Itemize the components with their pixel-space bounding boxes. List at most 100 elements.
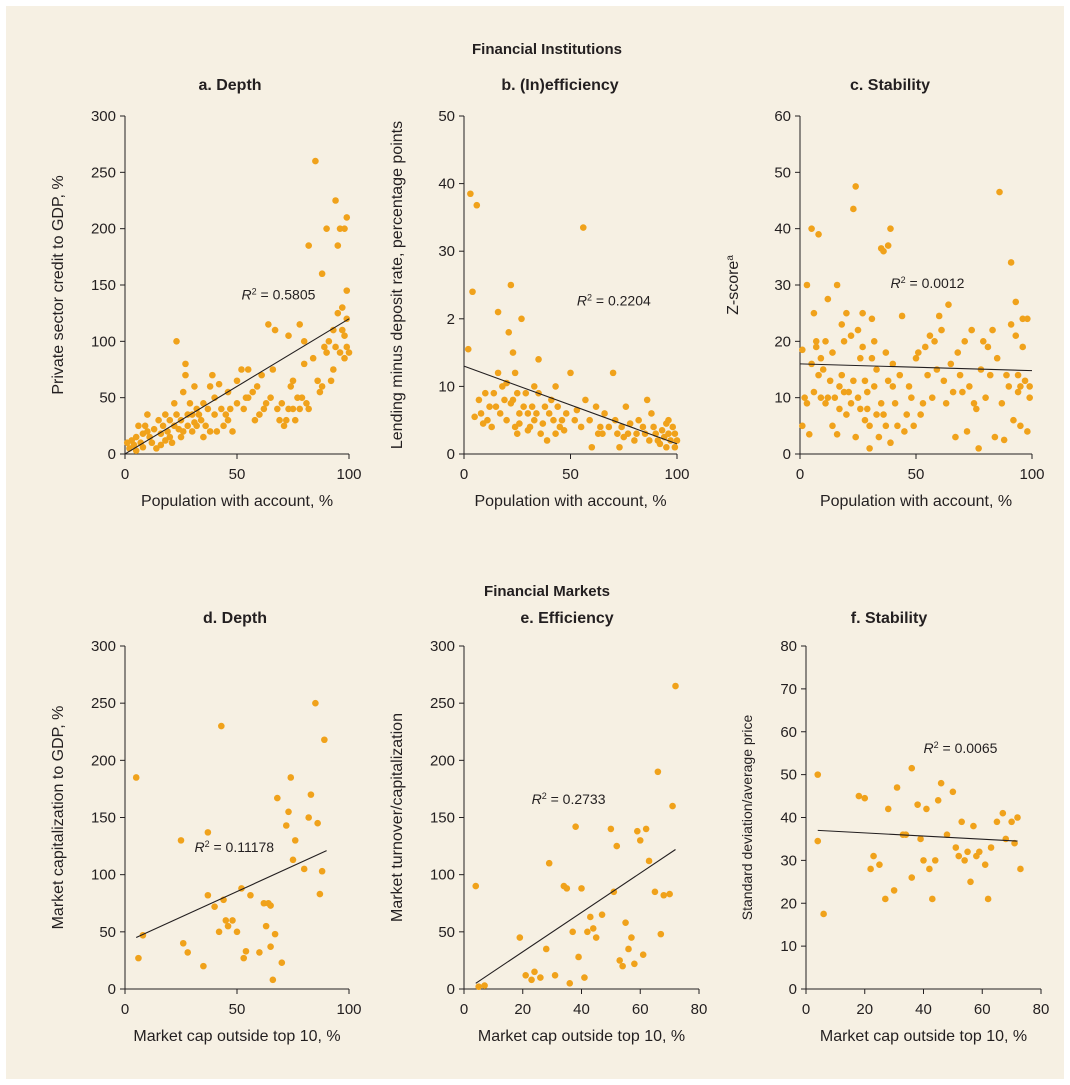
trend-line — [817, 829, 1018, 842]
scatter-point — [184, 422, 192, 430]
scatter-point — [516, 934, 524, 941]
scatter-point — [887, 225, 894, 232]
scatter-point — [325, 338, 333, 345]
x-tick-label: 0 — [802, 1001, 810, 1018]
scatter-point — [177, 433, 185, 441]
scatter-point — [1010, 416, 1017, 424]
scatter-point — [964, 848, 971, 856]
scatter-point — [271, 326, 279, 334]
scatter-point — [249, 388, 256, 396]
scatter-point — [812, 343, 820, 351]
x-tick-label: 0 — [121, 466, 129, 483]
scatter-point — [558, 416, 566, 424]
scatter-point — [571, 416, 579, 424]
scatter-point — [477, 410, 485, 417]
scatter-point — [614, 430, 621, 438]
scatter-point — [648, 410, 655, 417]
scatter-point — [836, 405, 843, 413]
scatter-point — [903, 411, 911, 418]
scatter-point — [537, 974, 544, 981]
scatter-point — [838, 371, 846, 379]
scatter-point — [1019, 315, 1027, 323]
scatter-point — [552, 383, 559, 390]
scatter-point — [616, 957, 623, 964]
x-tick-label: 0 — [121, 1001, 129, 1018]
scatter-point — [1003, 371, 1010, 379]
x-tick-label: 60 — [974, 1001, 991, 1018]
scatter-point — [824, 295, 832, 303]
scatter-point — [566, 979, 574, 987]
scatter-point — [956, 371, 964, 379]
scatter-point — [531, 968, 538, 976]
scatter-point — [812, 338, 820, 345]
y-tick-label: 2 — [447, 311, 455, 328]
scatter-point — [592, 403, 600, 410]
scatter-point — [472, 882, 480, 890]
scatter-point — [915, 349, 922, 356]
scatter-point — [961, 338, 969, 345]
scatter-point — [599, 430, 606, 438]
scatter-point — [285, 808, 292, 816]
section-title-financial-institutions: Financial Institutions — [472, 41, 622, 58]
scatter-point — [581, 974, 588, 981]
scatter-point — [914, 801, 921, 808]
scatter-point — [159, 422, 167, 430]
scatter-point — [917, 835, 924, 843]
scatter-point — [157, 430, 165, 438]
scatter-point — [578, 885, 585, 892]
scatter-point — [300, 360, 308, 368]
scatter-point — [135, 422, 142, 430]
scatter-point — [981, 861, 989, 868]
y-tick-label: 200 — [91, 221, 116, 238]
scatter-point — [654, 768, 662, 776]
scatter-point — [282, 416, 290, 424]
scatter-point — [303, 400, 310, 407]
scatter-point — [613, 842, 621, 850]
scatter-point — [619, 962, 626, 970]
y-tick-label: 50 — [99, 390, 116, 407]
scatter-point — [501, 396, 508, 404]
scatter-point — [289, 405, 297, 413]
scatter-point — [247, 891, 254, 899]
scatter-point — [908, 764, 916, 772]
scatter-point — [592, 934, 600, 941]
scatter-point — [859, 343, 866, 351]
scatter-point — [291, 837, 299, 844]
chart-canvas: Financial Institutions Financial Markets… — [50, 41, 1049, 1045]
scatter-point — [847, 400, 855, 407]
panel-title: f. Stability — [851, 610, 928, 627]
x-axis-label: Market cap outside top 10, % — [133, 1028, 340, 1045]
scatter-point — [492, 403, 500, 410]
r-squared-label: R2 = 0.0012 — [890, 275, 964, 291]
y-tick-label: 0 — [783, 446, 791, 463]
y-tick-label: 10 — [774, 390, 791, 407]
scatter-point — [945, 301, 952, 309]
scatter-point — [984, 895, 992, 903]
scatter-point — [224, 922, 232, 930]
scatter-point — [884, 805, 892, 813]
scatter-point — [973, 405, 980, 413]
scatter-point — [287, 383, 295, 390]
y-tick-label: 100 — [91, 333, 116, 350]
scatter-point — [153, 445, 160, 452]
scatter-point — [870, 852, 877, 860]
scatter-point — [562, 410, 570, 417]
scatter-point — [829, 422, 836, 430]
scatter-point — [852, 183, 859, 190]
scatter-point — [822, 400, 829, 407]
y-tick-label: 100 — [430, 867, 455, 884]
y-tick-label: 50 — [438, 924, 455, 941]
scatter-point — [229, 428, 236, 435]
scatter-point — [162, 411, 169, 418]
y-tick-label: 20 — [780, 895, 797, 912]
scatter-point — [1017, 422, 1024, 430]
scatter-point — [522, 971, 529, 979]
scatter-point — [166, 416, 174, 424]
scatter-point — [343, 214, 351, 221]
scatter-point — [850, 205, 857, 213]
scatter-point — [132, 447, 140, 454]
scatter-point — [482, 389, 489, 397]
scatter-point — [587, 913, 594, 921]
scatter-point — [240, 954, 248, 962]
scatter-point — [938, 326, 945, 334]
